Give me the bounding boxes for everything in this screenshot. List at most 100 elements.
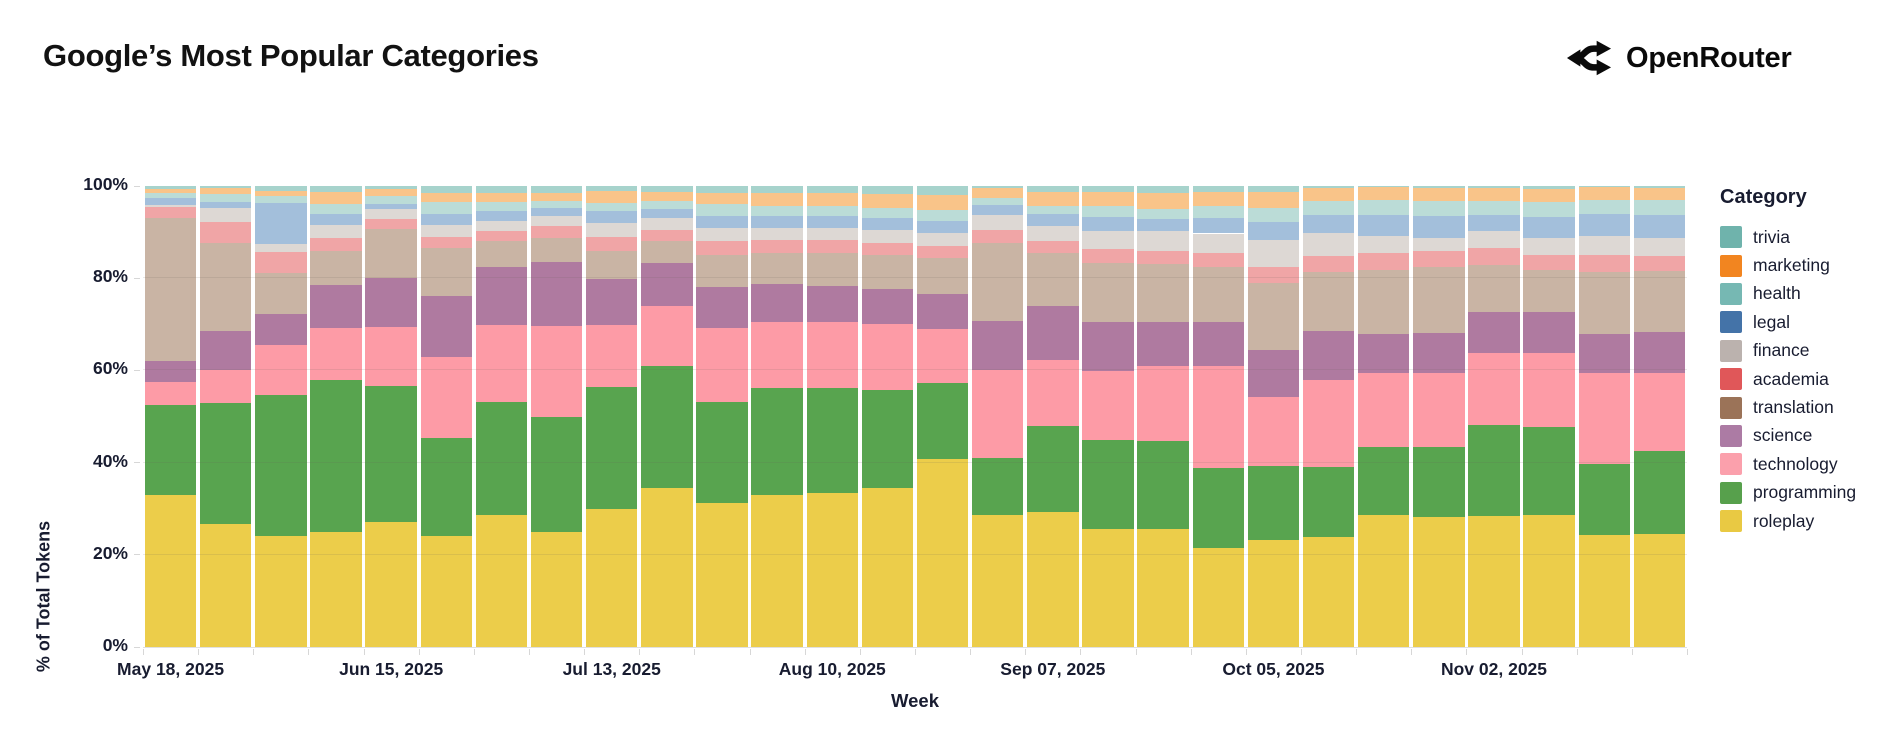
bar-segment-roleplay[interactable] <box>1247 539 1300 647</box>
bar-segment-finance[interactable] <box>144 205 197 207</box>
bar-segment-translation[interactable] <box>916 258 969 294</box>
bar-segment-science[interactable] <box>420 295 473 358</box>
bar-segment-finance[interactable] <box>1247 240 1300 268</box>
bar-segment-legal[interactable] <box>310 213 362 225</box>
bar-segment-technology[interactable] <box>144 381 197 405</box>
bar-segment-academia[interactable] <box>806 240 859 254</box>
bar-segment-trivia[interactable] <box>1137 186 1189 193</box>
bar-segment-programming[interactable] <box>255 394 307 537</box>
bar-segment-legal[interactable] <box>420 213 473 226</box>
bar-segment-roleplay[interactable] <box>255 536 307 647</box>
bar-segment-programming[interactable] <box>1137 440 1189 530</box>
bar-segment-science[interactable] <box>751 283 803 323</box>
bar-segment-trivia[interactable] <box>696 186 748 193</box>
bar-segment-science[interactable] <box>1082 322 1134 372</box>
bar-segment-finance[interactable] <box>1578 236 1631 255</box>
bar-segment-roleplay[interactable] <box>806 493 859 647</box>
bar-segment-legal[interactable] <box>1082 217 1134 231</box>
bar-segment-programming[interactable] <box>310 380 362 532</box>
bar-segment-finance[interactable] <box>585 223 638 237</box>
bar-segment-marketing[interactable] <box>1027 192 1079 206</box>
bar-segment-programming[interactable] <box>475 402 528 515</box>
bar-segment-roleplay[interactable] <box>916 459 969 647</box>
bar-segment-trivia[interactable] <box>1357 186 1410 188</box>
bar-segment-roleplay[interactable] <box>696 503 748 647</box>
bar-segment-legal[interactable] <box>1523 217 1575 238</box>
bar-segment-science[interactable] <box>1137 322 1189 366</box>
bar-segment-translation[interactable] <box>861 255 914 289</box>
bar-segment-marketing[interactable] <box>1302 188 1355 202</box>
bar-segment-legal[interactable] <box>1468 215 1520 232</box>
bar-segment-marketing[interactable] <box>916 195 969 210</box>
bar-segment-academia[interactable] <box>1413 251 1465 267</box>
bar-segment-academia[interactable] <box>1357 253 1410 271</box>
bar-segment-marketing[interactable] <box>420 192 473 203</box>
bar-segment-technology[interactable] <box>1192 365 1245 468</box>
bar-segment-technology[interactable] <box>971 370 1024 459</box>
bar-segment-programming[interactable] <box>144 404 197 495</box>
bar-segment-translation[interactable] <box>1468 265 1520 313</box>
bar-segment-health[interactable] <box>255 195 307 203</box>
bar-segment-science[interactable] <box>1633 332 1686 373</box>
bar-segment-technology[interactable] <box>1247 397 1300 467</box>
bar-segment-finance[interactable] <box>530 215 583 227</box>
bar-segment-legal[interactable] <box>530 207 583 216</box>
bar-segment-finance[interactable] <box>1027 226 1079 242</box>
bar-segment-science[interactable] <box>1027 305 1079 360</box>
legend-item-marketing[interactable]: marketing <box>1720 251 1880 279</box>
bar-segment-health[interactable] <box>1302 201 1355 216</box>
bar-segment-programming[interactable] <box>1082 440 1134 530</box>
bar-segment-health[interactable] <box>971 197 1024 205</box>
bar-segment-science[interactable] <box>861 288 914 325</box>
bar-segment-academia[interactable] <box>1082 249 1134 263</box>
bar-segment-translation[interactable] <box>530 238 583 262</box>
bar-segment-marketing[interactable] <box>310 191 362 204</box>
bar-segment-trivia[interactable] <box>255 186 307 191</box>
bar-segment-translation[interactable] <box>1523 269 1575 313</box>
bar-segment-roleplay[interactable] <box>1578 535 1631 647</box>
bar-segment-translation[interactable] <box>310 251 362 286</box>
bar-segment-legal[interactable] <box>1302 215 1355 233</box>
bar-segment-legal[interactable] <box>1578 214 1631 237</box>
bar-segment-programming[interactable] <box>1578 464 1631 536</box>
bar-segment-roleplay[interactable] <box>1192 548 1245 647</box>
legend-item-legal[interactable]: legal <box>1720 308 1880 336</box>
bar-segment-science[interactable] <box>199 330 252 370</box>
bar-segment-programming[interactable] <box>1523 427 1575 516</box>
bar-segment-programming[interactable] <box>1413 447 1465 517</box>
bar-segment-legal[interactable] <box>1027 214 1079 227</box>
bar-segment-legal[interactable] <box>1413 215 1465 239</box>
bar-segment-marketing[interactable] <box>1633 188 1686 201</box>
bar-segment-marketing[interactable] <box>475 192 528 203</box>
bar-segment-academia[interactable] <box>641 229 693 242</box>
bar-segment-health[interactable] <box>1192 206 1245 219</box>
bar-segment-technology[interactable] <box>1413 373 1465 448</box>
bar-segment-trivia[interactable] <box>1523 186 1575 189</box>
bar-segment-science[interactable] <box>971 321 1024 371</box>
bar-segment-academia[interactable] <box>585 236 638 251</box>
bar-segment-technology[interactable] <box>1633 372 1686 451</box>
bar-segment-academia[interactable] <box>1137 251 1189 265</box>
bar-segment-finance[interactable] <box>916 233 969 247</box>
bar-segment-finance[interactable] <box>420 225 473 237</box>
bar-segment-legal[interactable] <box>1247 221 1300 241</box>
bar-segment-legal[interactable] <box>255 202 307 244</box>
bar-segment-academia[interactable] <box>1192 253 1245 267</box>
bar-segment-finance[interactable] <box>1357 236 1410 254</box>
bar-segment-roleplay[interactable] <box>1357 515 1410 647</box>
bar-segment-technology[interactable] <box>1468 352 1520 425</box>
bar-segment-legal[interactable] <box>1357 214 1410 237</box>
bar-segment-science[interactable] <box>144 361 197 382</box>
bar-segment-programming[interactable] <box>1302 467 1355 538</box>
bar-segment-finance[interactable] <box>199 207 252 222</box>
bar-segment-science[interactable] <box>1357 334 1410 374</box>
bar-segment-marketing[interactable] <box>971 187 1024 198</box>
bar-segment-translation[interactable] <box>199 243 252 331</box>
bar-segment-science[interactable] <box>1413 332 1465 374</box>
bar-segment-academia[interactable] <box>916 246 969 259</box>
bar-segment-health[interactable] <box>641 200 693 210</box>
bar-segment-marketing[interactable] <box>1468 187 1520 201</box>
bar-segment-programming[interactable] <box>806 388 859 494</box>
bar-segment-health[interactable] <box>806 206 859 217</box>
bar-segment-translation[interactable] <box>696 255 748 287</box>
